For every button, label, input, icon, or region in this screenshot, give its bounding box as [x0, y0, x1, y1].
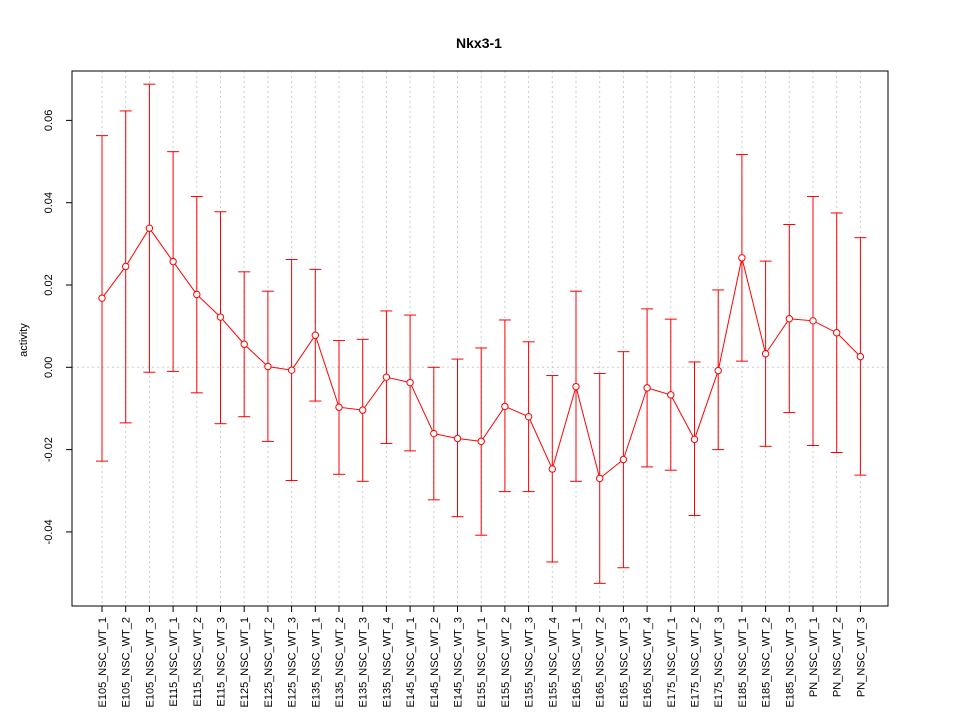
x-tick-label: E105_NSC_WT_3 — [144, 617, 156, 708]
chart-title: Nkx3-1 — [456, 35, 502, 51]
data-point — [714, 366, 722, 375]
x-tick-label: E165_NSC_WT_2 — [595, 617, 607, 708]
x-tick-label: E175_NSC_WT_2 — [690, 617, 702, 708]
data-point — [761, 350, 770, 358]
data-point — [193, 290, 201, 299]
x-tick-label: E185_NSC_WT_2 — [761, 617, 773, 708]
y-axis-label: activity — [18, 323, 30, 357]
x-tick-label: E125_NSC_WT_2 — [263, 617, 275, 708]
y-axis: -0.04 -0.02 0.00 0.02 0.04 0.06 — [43, 110, 72, 544]
data-point — [264, 362, 272, 371]
data-point — [406, 378, 414, 387]
y-tick-label: -0.04 — [43, 519, 55, 544]
data-point — [453, 434, 462, 443]
data-point — [738, 254, 746, 262]
data-point — [145, 224, 154, 232]
data-point — [596, 474, 604, 483]
x-tick-label: E155_NSC_WT_3 — [524, 617, 536, 708]
x-tick-label: E115_NSC_WT_1 — [168, 617, 180, 707]
data-point — [833, 329, 841, 337]
x-tick-label: PN_NSC_WT_3 — [855, 617, 867, 697]
x-tick-label: E145_NSC_WT_1 — [405, 617, 417, 708]
x-tick-label: E115_NSC_WT_3 — [216, 617, 228, 707]
data-point — [619, 455, 628, 464]
x-tick-label: E105_NSC_WT_1 — [97, 617, 109, 708]
data-point — [501, 402, 509, 411]
data-point — [359, 406, 367, 414]
x-tick-label: PN_NSC_WT_1 — [808, 617, 820, 697]
y-tick-label: 0.06 — [43, 110, 55, 131]
data-point — [572, 382, 580, 391]
x-tick-label: E125_NSC_WT_1 — [239, 617, 251, 708]
x-tick-label: E165_NSC_WT_3 — [618, 617, 630, 708]
x-tick-label: E185_NSC_WT_3 — [784, 617, 796, 708]
data-point — [98, 294, 106, 302]
x-axis: E105_NSC_WT_1 E105_NSC_WT_2 E105_NSC_WT_3 E… — [97, 606, 867, 708]
data-point — [856, 352, 865, 361]
x-tick-label: E115_NSC_WT_2 — [192, 617, 204, 707]
y-tick-label: 0.02 — [43, 274, 55, 295]
x-tick-label: E155_NSC_WT_1 — [476, 617, 488, 708]
x-tick-label: E155_NSC_WT_2 — [500, 617, 512, 708]
data-point — [690, 435, 699, 444]
data-point — [335, 403, 343, 411]
data-point — [524, 412, 533, 421]
data-point — [667, 391, 675, 399]
y-tick-label: 0.04 — [43, 192, 55, 213]
x-tick-label: E175_NSC_WT_1 — [666, 617, 678, 708]
plot-area — [96, 83, 867, 584]
data-point — [382, 373, 391, 381]
x-tick-label: E125_NSC_WT_3 — [287, 617, 299, 708]
y-tick-label: 0.00 — [43, 357, 55, 378]
data-point — [169, 257, 177, 266]
data-point — [240, 340, 248, 348]
data-point — [216, 313, 225, 321]
x-tick-label: E185_NSC_WT_1 — [737, 617, 749, 708]
x-tick-label: PN_NSC_WT_2 — [832, 617, 844, 697]
x-tick-label: E135_NSC_WT_1 — [310, 617, 322, 708]
x-tick-label: E145_NSC_WT_2 — [429, 617, 441, 708]
data-point — [430, 429, 438, 438]
y-tick-label: -0.02 — [43, 437, 55, 462]
plot-frame — [71, 70, 889, 607]
x-tick-label: E175_NSC_WT_3 — [713, 617, 725, 708]
data-point — [122, 262, 130, 271]
x-tick-label: E105_NSC_WT_2 — [121, 617, 133, 708]
data-point — [477, 437, 485, 446]
x-tick-label: E135_NSC_WT_2 — [334, 617, 346, 708]
data-point — [287, 366, 296, 374]
x-tick-label: E135_NSC_WT_4 — [381, 617, 393, 708]
data-point — [548, 465, 556, 473]
data-point — [643, 384, 651, 392]
x-tick-label: E155_NSC_WT_4 — [547, 617, 559, 708]
x-tick-label: E165_NSC_WT_1 — [571, 617, 583, 708]
x-tick-label: E145_NSC_WT_3 — [453, 617, 465, 708]
data-point — [809, 317, 817, 325]
x-tick-label: E135_NSC_WT_3 — [358, 617, 370, 708]
x-tick-label: E165_NSC_WT_4 — [642, 617, 654, 708]
data-point — [311, 331, 319, 339]
data-point — [785, 315, 793, 323]
